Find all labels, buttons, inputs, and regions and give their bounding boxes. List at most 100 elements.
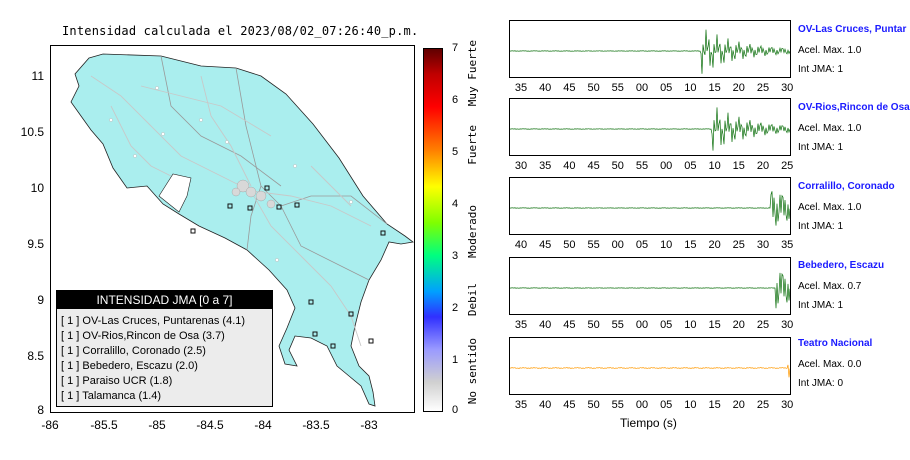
station-marker (308, 299, 314, 305)
panel-x-tick: 20 (732, 82, 745, 94)
panel-x-tick: 05 (660, 319, 673, 331)
panel-x-tick: 05 (684, 160, 697, 172)
province-borders (160, 55, 388, 281)
panel-x-tick: 50 (587, 82, 600, 94)
panel-x-tick: 25 (756, 319, 770, 331)
station-marker (312, 331, 318, 337)
panel-x-tick: 45 (539, 239, 552, 251)
map-y-tick: 8 (37, 403, 44, 417)
station-jma: Int JMA: 0 (798, 378, 844, 389)
station-markers (190, 185, 386, 349)
panel-x-tick: 20 (732, 319, 745, 331)
map-title: Intensidad calculada el 2023/08/02_07:26… (62, 24, 419, 38)
map-x-tick: -83.5 (302, 418, 330, 432)
urban-area (231, 179, 276, 209)
map-x-tick: -84 (254, 418, 272, 432)
waveform-trace (510, 191, 790, 226)
panel-x-tick: 50 (563, 239, 576, 251)
station-marker (190, 228, 196, 234)
legend-item: [ 1 ] OV-Rios,Rincon de Osa (3.7) (61, 330, 225, 342)
waveform (510, 191, 790, 226)
station-marker (247, 205, 253, 211)
colorbar-tick: 1 (452, 354, 459, 366)
map-y-tick: 11 (31, 69, 44, 83)
panel-x-tick: 05 (660, 399, 673, 411)
panel-x-tick: 45 (563, 399, 576, 411)
station-jma: Int JMA: 1 (798, 64, 844, 75)
waveform-trace (510, 364, 790, 378)
seismogram-panel[interactable] (509, 177, 791, 235)
panel-x-tick: 00 (611, 239, 624, 251)
map-y-tick: 10.5 (20, 125, 44, 139)
panel-x-tick: 30 (781, 399, 794, 411)
panel-x-tick: 55 (611, 399, 624, 411)
panel-x-tick: 30 (781, 319, 794, 331)
panel-x-tick: 15 (708, 82, 721, 94)
station-accel: Acel. Max. 1.0 (798, 123, 862, 134)
panel-x-tick: 45 (563, 82, 576, 94)
panel-x-tick: 10 (684, 82, 697, 94)
seismogram-panel[interactable] (509, 20, 791, 78)
station-accel: Acel. Max. 0.0 (798, 359, 862, 370)
panel-x-tick: 15 (684, 239, 697, 251)
panel-x-tick: 25 (781, 160, 794, 172)
panel-x-tick: 35 (514, 319, 528, 331)
station-marker (264, 185, 270, 191)
legend-item: [ 1 ] Paraiso UCR (1.8) (61, 375, 173, 387)
panel-x-tick: 55 (635, 160, 649, 172)
panel-x-tick: 20 (756, 160, 770, 172)
map-y-tick: 8.5 (27, 349, 44, 363)
seismogram-panel[interactable] (509, 257, 791, 315)
station-marker (368, 338, 374, 344)
map-y-tick: 9 (37, 293, 44, 307)
panel-x-tick: 35 (514, 82, 528, 94)
panel-x-tick: 45 (563, 319, 576, 331)
intensity-legend: INTENSIDAD JMA [0 a 7] [ 1 ] OV-Las Cruc… (56, 290, 273, 407)
panel-x-tick: 55 (611, 319, 624, 331)
panel-x-tick: 10 (660, 239, 673, 251)
station-name[interactable]: OV-Las Cruces, Puntar (798, 24, 907, 35)
intensity-colorbar (423, 48, 443, 412)
station-marker (348, 311, 354, 317)
station-name[interactable]: Bebedero, Escazu (798, 260, 885, 271)
panel-x-tick: 55 (611, 82, 624, 94)
panel-x-tick: 40 (514, 239, 528, 251)
panel-x-tick: 20 (732, 399, 745, 411)
seismogram-panel[interactable] (509, 98, 791, 156)
station-name[interactable]: Teatro Nacional (798, 338, 873, 349)
panel-x-tick: 50 (587, 319, 600, 331)
waveform-trace (510, 272, 790, 309)
panel-x-tick: 10 (708, 160, 721, 172)
waveform-trace (510, 29, 790, 74)
waveform (510, 364, 790, 378)
station-jma: Int JMA: 1 (798, 300, 844, 311)
station-name[interactable]: Corralillo, Coronado (798, 181, 895, 192)
panel-x-tick: 55 (587, 239, 600, 251)
panel-x-tick: 05 (635, 239, 649, 251)
map-y-tick: 9.5 (27, 237, 44, 251)
colorbar-label: Muy Fuerte (466, 40, 479, 107)
panel-x-tick: 05 (660, 82, 673, 94)
panel-x-tick: 40 (563, 160, 576, 172)
colorbar-label: No sentido (466, 338, 479, 405)
legend-item: [ 1 ] OV-Las Cruces, Puntarenas (4.1) (61, 315, 246, 327)
station-marker (380, 230, 386, 236)
station-name[interactable]: OV-Rios,Rincon de Osa (798, 102, 910, 113)
colorbar-tick: 3 (452, 250, 459, 262)
map-x-tick: -84.5 (196, 418, 224, 432)
panel-x-tick: 30 (756, 239, 770, 251)
legend-item: [ 1 ] Corralillo, Coronado (2.5) (61, 345, 206, 357)
map-x-tick: -85.5 (90, 418, 118, 432)
colorbar-tick: 0 (452, 404, 459, 416)
panel-x-tick: 40 (539, 399, 552, 411)
colorbar-label: Debil (466, 283, 479, 317)
station-accel: Acel. Max. 0.7 (798, 281, 862, 292)
colorbar-tick: 4 (452, 198, 459, 210)
panel-x-tick: 25 (732, 239, 745, 251)
station-marker (330, 343, 336, 349)
waveform (510, 107, 790, 151)
panel-x-tick: 15 (708, 399, 721, 411)
map-canvas (70, 53, 414, 407)
seismogram-panel[interactable] (509, 337, 791, 395)
map-x-tick: -83 (360, 418, 378, 432)
